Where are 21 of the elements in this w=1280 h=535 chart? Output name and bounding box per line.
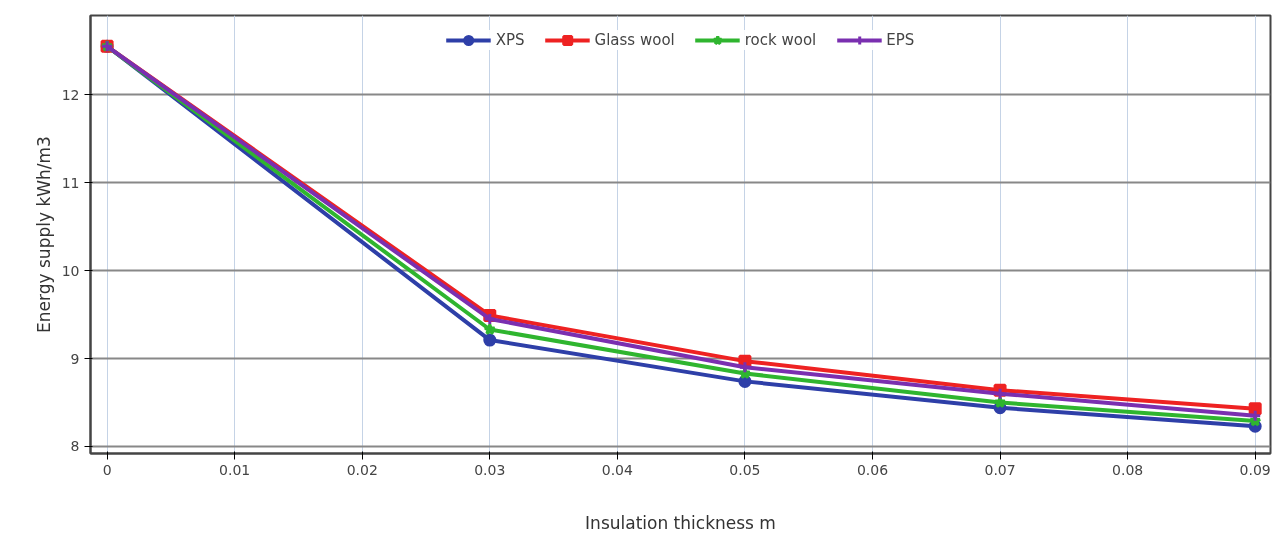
x-tick-label: 0.07 [984,461,1016,478]
legend-label: Glass wool [594,31,675,49]
y-tick-label: 11 [61,174,80,191]
x-tick-label: 0.04 [601,461,634,478]
x-axis-title: Insulation thickness m [585,512,776,533]
y-tick-label: 8 [70,438,80,455]
y-axis-title: Energy supply kWh/m3 [33,136,54,333]
x-tick-label: 0.02 [346,461,378,478]
y-tick-label: 12 [61,86,80,103]
legend-label: XPS [495,31,525,49]
y-tick-label: 10 [61,262,80,279]
x-tick-label: 0.01 [219,461,251,478]
x-tick-label: 0 [102,461,112,478]
x-tick-label: 0.06 [856,461,889,478]
y-tick-label: 9 [70,350,80,367]
x-tick-label: 0.03 [474,461,506,478]
legend-label: EPS [886,31,915,49]
x-tick-label: 0.08 [1112,461,1144,478]
x-tick-label: 0.09 [1239,461,1271,478]
legend-label: rock wool [744,31,817,49]
x-tick-label: 0.05 [729,461,761,478]
